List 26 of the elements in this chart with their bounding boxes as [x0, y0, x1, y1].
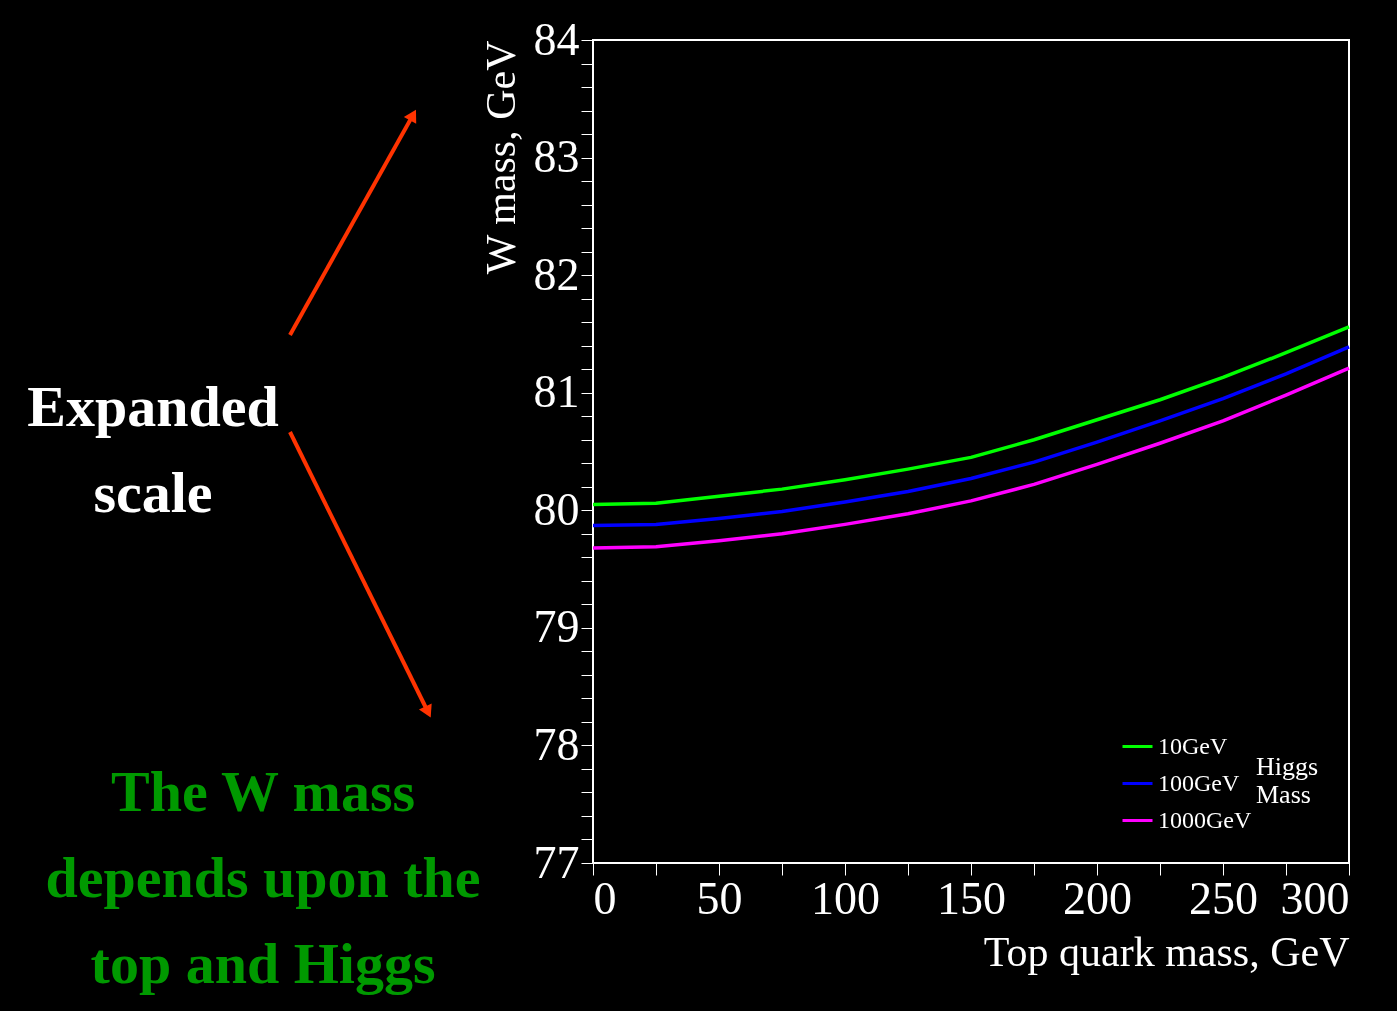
- x-axis-title: Top quark mass, GeV: [983, 928, 1350, 975]
- x-tick-label: 50: [696, 872, 743, 924]
- y-tick-label: 83: [533, 131, 580, 183]
- line-series: [591, 325, 1351, 507]
- y-tick-label: 81: [533, 366, 580, 418]
- x-tick-label: 100: [811, 872, 880, 924]
- y-tick-label: 84: [533, 13, 580, 65]
- line-series: [591, 366, 1351, 550]
- legend-title: Higgs Mass: [1256, 752, 1319, 809]
- legend-label: 1000GeV: [1158, 806, 1252, 833]
- y-axis-title: W mass, GeV: [477, 40, 524, 275]
- legend-label: 10GeV: [1158, 732, 1228, 759]
- x-tick-label: 200: [1063, 872, 1132, 924]
- x-tick-label: 0: [593, 872, 617, 924]
- x-tick-label: 150: [937, 872, 1006, 924]
- x-tick-label: 300: [1280, 872, 1350, 924]
- y-tick-label: 77: [533, 836, 580, 888]
- y-tick-label: 79: [533, 601, 580, 653]
- text: Expanded scale: [27, 374, 279, 525]
- line-series: [591, 345, 1351, 528]
- y-tick-label: 82: [533, 248, 580, 300]
- y-tick-label: 78: [533, 718, 580, 770]
- text: The W mass depends upon the top and Higgs: [45, 759, 481, 996]
- x-tick-label: 250: [1189, 872, 1258, 924]
- legend-label: 100GeV: [1158, 769, 1240, 796]
- y-tick-label: 80: [533, 483, 580, 535]
